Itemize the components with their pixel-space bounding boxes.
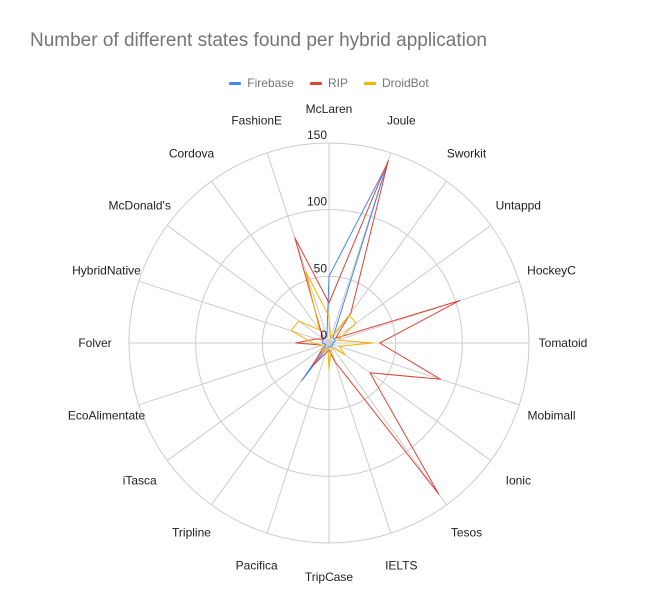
- grid-spoke: [166, 342, 330, 461]
- grid-spoke: [138, 342, 330, 406]
- legend-label-rip: RIP: [327, 76, 348, 90]
- category-label-itasca: iTasca: [123, 474, 157, 488]
- category-label-folver: Folver: [78, 336, 111, 350]
- grid-spoke: [328, 280, 520, 344]
- legend-swatch-firebase: [229, 81, 242, 85]
- category-label-joule: Joule: [387, 114, 416, 128]
- category-label-tesos: Tesos: [451, 525, 482, 539]
- category-label-hockeyc: HockeyC: [527, 264, 576, 278]
- category-label-ecoalimentate: EcoAlimentate: [68, 408, 146, 422]
- r-tick-label: 150: [307, 128, 327, 142]
- series-line-rip: [294, 159, 461, 495]
- category-label-fashione: FashionE: [231, 114, 282, 128]
- legend-swatch-droidbot: [364, 81, 376, 85]
- category-label-tripline: Tripline: [172, 525, 211, 539]
- series-line-firebase: [301, 163, 388, 382]
- legend-label-firebase: Firebase: [247, 76, 294, 90]
- category-label-mcdonald-s: McDonald's: [109, 199, 171, 213]
- grid-spoke: [328, 342, 447, 506]
- legend-swatch-rip: [309, 81, 322, 85]
- category-label-tripcase: TripCase: [305, 570, 354, 584]
- r-tick-label: 50: [314, 261, 328, 275]
- grid-spoke: [211, 180, 330, 344]
- legend-item-firebase[interactable]: Firebase: [229, 74, 294, 92]
- series-line-droidbot: [290, 271, 374, 371]
- grid-spoke: [328, 342, 492, 461]
- category-label-tomatoid: Tomatoid: [539, 336, 588, 350]
- grid-spoke: [266, 342, 330, 534]
- legend-label-droidbot: DroidBot: [382, 76, 429, 90]
- category-label-cordova: Cordova: [169, 147, 215, 161]
- legend-item-rip[interactable]: RIP: [309, 74, 348, 92]
- grid-spoke: [328, 342, 520, 406]
- category-label-ielts: IELTS: [385, 559, 417, 573]
- category-label-ionic: Ionic: [506, 474, 531, 488]
- category-label-sworkit: Sworkit: [447, 147, 487, 161]
- grid-spoke: [138, 280, 330, 344]
- legend-item-droidbot[interactable]: DroidBot: [364, 74, 429, 92]
- category-label-untappd: Untappd: [496, 199, 541, 213]
- category-label-pacifica: Pacifica: [236, 559, 278, 573]
- r-tick-label: 100: [307, 195, 327, 209]
- legend: Firebase RIP DroidBot: [0, 74, 658, 92]
- grid-spoke: [166, 225, 330, 344]
- chart-title: Number of different states found per hyb…: [30, 30, 487, 51]
- category-label-hybridnative: HybridNative: [72, 264, 141, 278]
- r-tick-label: 0: [320, 328, 327, 342]
- category-label-mclaren: McLaren: [306, 102, 353, 116]
- category-label-mobimall: Mobimall: [527, 408, 575, 422]
- grid-spoke: [328, 342, 392, 534]
